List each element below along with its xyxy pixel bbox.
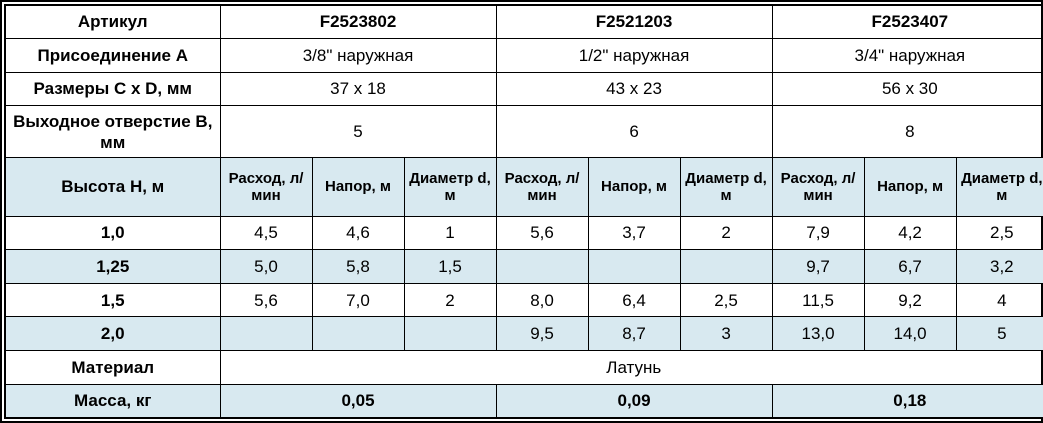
- row-label-material: Материал: [4, 350, 221, 385]
- height-value: 1,25: [4, 249, 221, 284]
- data-cell: 5,8: [311, 249, 405, 284]
- data-cell: [679, 249, 773, 284]
- data-cell: 9,5: [495, 316, 589, 352]
- subheader-head: Напор, м: [311, 157, 405, 217]
- connection-value: 1/2" наружная: [495, 38, 773, 73]
- dimensions-value: 56 x 30: [771, 71, 1043, 107]
- subheader-diameter: Диаметр d, м: [403, 157, 497, 217]
- table-row-dimensions: Размеры C x D, мм 37 x 18 43 x 23 56 x 3…: [4, 71, 1043, 107]
- row-label-height: Высота Н, м: [4, 157, 221, 217]
- data-cell: 2,5: [679, 282, 773, 318]
- subheader-diameter: Диаметр d, м: [679, 157, 773, 217]
- table-row-data-1: 1,0 4,5 4,6 1 5,6 3,7 2 7,9 4,2 2,5: [4, 215, 1043, 251]
- material-value: Латунь: [219, 350, 1043, 385]
- subheader-flow: Расход, л/мин: [771, 157, 865, 217]
- table-row-mass: Масса, кг 0,05 0,09 0,18: [4, 383, 1043, 419]
- article-number: F2523802: [219, 4, 497, 40]
- subheader-head: Напор, м: [587, 157, 681, 217]
- data-cell: 3,2: [955, 249, 1043, 284]
- data-cell: [403, 316, 497, 352]
- data-cell: 4,6: [311, 215, 405, 251]
- data-cell: 4: [955, 282, 1043, 318]
- row-label-connection: Присоединение А: [4, 38, 221, 73]
- data-cell: [219, 316, 313, 352]
- data-cell: 5: [955, 316, 1043, 352]
- data-cell: 2,5: [955, 215, 1043, 251]
- data-cell: 3,7: [587, 215, 681, 251]
- connection-value: 3/8" наружная: [219, 38, 497, 73]
- data-cell: [495, 249, 589, 284]
- data-cell: 7,0: [311, 282, 405, 318]
- table-row-data-3: 1,5 5,6 7,0 2 8,0 6,4 2,5 11,5 9,2 4: [4, 282, 1043, 318]
- mass-value: 0,09: [495, 383, 773, 419]
- subheader-flow: Расход, л/мин: [219, 157, 313, 217]
- data-cell: 9,2: [863, 282, 957, 318]
- row-label-mass: Масса, кг: [4, 383, 221, 419]
- outlet-value: 6: [495, 105, 773, 159]
- dimensions-value: 37 x 18: [219, 71, 497, 107]
- article-number: F2523407: [771, 4, 1043, 40]
- data-cell: 1: [403, 215, 497, 251]
- table-row-article: Артикул F2523802 F2521203 F2523407: [4, 4, 1043, 40]
- subheader-diameter: Диаметр d, м: [955, 157, 1043, 217]
- data-cell: 13,0: [771, 316, 865, 352]
- connection-value: 3/4" наружная: [771, 38, 1043, 73]
- article-number: F2521203: [495, 4, 773, 40]
- data-cell: 3: [679, 316, 773, 352]
- data-cell: 5,0: [219, 249, 313, 284]
- data-cell: [587, 249, 681, 284]
- table-row-data-2: 1,25 5,0 5,8 1,5 9,7 6,7 3,2: [4, 249, 1043, 284]
- height-value: 1,5: [4, 282, 221, 318]
- subheader-head: Напор, м: [863, 157, 957, 217]
- data-cell: 1,5: [403, 249, 497, 284]
- product-spec-table: Артикул F2523802 F2521203 F2523407 Присо…: [4, 4, 1043, 419]
- row-label-outlet: Выходное отверстие В, мм: [4, 105, 221, 159]
- data-cell: 5,6: [219, 282, 313, 318]
- height-value: 2,0: [4, 316, 221, 352]
- row-label-dimensions: Размеры C x D, мм: [4, 71, 221, 107]
- data-cell: 14,0: [863, 316, 957, 352]
- table-row-outlet: Выходное отверстие В, мм 5 6 8: [4, 105, 1043, 159]
- data-cell: 4,2: [863, 215, 957, 251]
- table-row-material: Материал Латунь: [4, 350, 1043, 385]
- data-cell: 11,5: [771, 282, 865, 318]
- table-row-height-header: Высота Н, м Расход, л/мин Напор, м Диаме…: [4, 157, 1043, 217]
- data-cell: 8,7: [587, 316, 681, 352]
- data-cell: [311, 316, 405, 352]
- table-row-data-4: 2,0 9,5 8,7 3 13,0 14,0 5: [4, 316, 1043, 352]
- mass-value: 0,18: [771, 383, 1043, 419]
- mass-value: 0,05: [219, 383, 497, 419]
- table-row-connection: Присоединение А 3/8" наружная 1/2" наруж…: [4, 38, 1043, 73]
- outlet-value: 5: [219, 105, 497, 159]
- data-cell: 4,5: [219, 215, 313, 251]
- data-cell: 7,9: [771, 215, 865, 251]
- dimensions-value: 43 x 23: [495, 71, 773, 107]
- row-label-article: Артикул: [4, 4, 221, 40]
- subheader-flow: Расход, л/мин: [495, 157, 589, 217]
- outlet-value: 8: [771, 105, 1043, 159]
- data-cell: 6,4: [587, 282, 681, 318]
- data-cell: 8,0: [495, 282, 589, 318]
- data-cell: 5,6: [495, 215, 589, 251]
- height-value: 1,0: [4, 215, 221, 251]
- data-cell: 2: [403, 282, 497, 318]
- data-cell: 2: [679, 215, 773, 251]
- data-cell: 6,7: [863, 249, 957, 284]
- data-cell: 9,7: [771, 249, 865, 284]
